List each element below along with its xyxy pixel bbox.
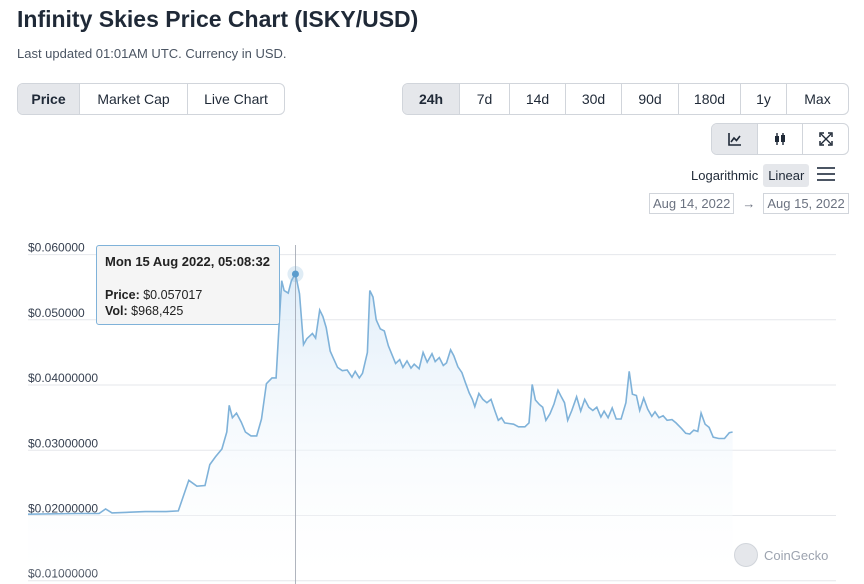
candlestick-button[interactable] — [758, 124, 803, 154]
tooltip-vol-value: $968,425 — [131, 304, 184, 318]
watermark-text: CoinGecko — [764, 547, 829, 563]
date-range: Aug 14, 2022 → Aug 15, 2022 — [649, 193, 849, 214]
y-tick-label: $0.04000000 — [28, 371, 98, 385]
candlestick-icon — [775, 133, 785, 145]
price-chart[interactable]: $0.060000 $0.050000 $0.04000000 $0.03000000… — [0, 220, 864, 584]
linear-option[interactable]: Linear — [763, 164, 810, 187]
range-1y[interactable]: 1y — [741, 84, 787, 114]
range-24h[interactable]: 24h — [403, 84, 460, 114]
logarithmic-option[interactable]: Logarithmic — [691, 168, 759, 183]
time-range-tabs: 24h 7d 14d 30d 90d 180d 1y Max — [402, 83, 849, 115]
range-14d[interactable]: 14d — [510, 84, 566, 114]
tab-price[interactable]: Price — [18, 84, 80, 114]
date-range-arrow: → — [742, 196, 756, 211]
hover-point — [291, 270, 299, 278]
price-area-fill — [28, 273, 733, 575]
tooltip-vol-label: Vol: — [105, 304, 128, 318]
tab-live-chart[interactable]: Live Chart — [204, 91, 268, 107]
chart-menu-icon[interactable] — [817, 167, 835, 181]
coingecko-watermark: CoinGecko — [734, 543, 828, 567]
last-updated-text: Last updated 01:01AM UTC. Currency in US… — [17, 46, 287, 61]
y-tick-label: $0.02000000 — [28, 502, 98, 516]
y-tick-label: $0.03000000 — [28, 436, 98, 450]
y-tick-label: $0.050000 — [28, 306, 85, 320]
date-to-input[interactable]: Aug 15, 2022 — [763, 193, 849, 214]
fullscreen-button[interactable] — [803, 124, 848, 154]
range-max[interactable]: Max — [804, 91, 831, 107]
y-tick-label: $0.060000 — [28, 241, 85, 255]
date-from-input[interactable]: Aug 14, 2022 — [649, 193, 735, 214]
line-chart-icon — [727, 133, 741, 146]
tooltip-price-row: Price: $0.057017 — [105, 287, 271, 303]
page-title: Infinity Skies Price Chart (ISKY/USD) — [17, 6, 419, 32]
expand-icon — [818, 132, 833, 146]
range-90d[interactable]: 90d — [622, 84, 679, 114]
coingecko-logo-icon — [734, 543, 758, 567]
price-line — [27, 271, 733, 515]
tooltip-date: Mon 15 Aug 2022, 05:08:32 — [105, 254, 270, 269]
range-30d[interactable]: 30d — [566, 84, 622, 114]
range-7d[interactable]: 7d — [460, 84, 510, 114]
chart-view-toggle — [711, 123, 849, 155]
tooltip-price-label: Price: — [105, 288, 140, 302]
tooltip-vol-row: Vol: $968,425 — [105, 303, 271, 319]
tooltip-price-value: $0.057017 — [143, 288, 203, 302]
line-chart-button[interactable] — [712, 124, 758, 154]
tab-market-cap[interactable]: Market Cap — [80, 84, 188, 114]
metric-tabs: Price Market Cap Live Chart — [17, 83, 285, 115]
price-tooltip: Mon 15 Aug 2022, 05:08:32 Price: $0.0570… — [96, 245, 280, 325]
scale-toggle: Logarithmic Linear — [686, 164, 810, 187]
range-180d[interactable]: 180d — [679, 84, 741, 114]
